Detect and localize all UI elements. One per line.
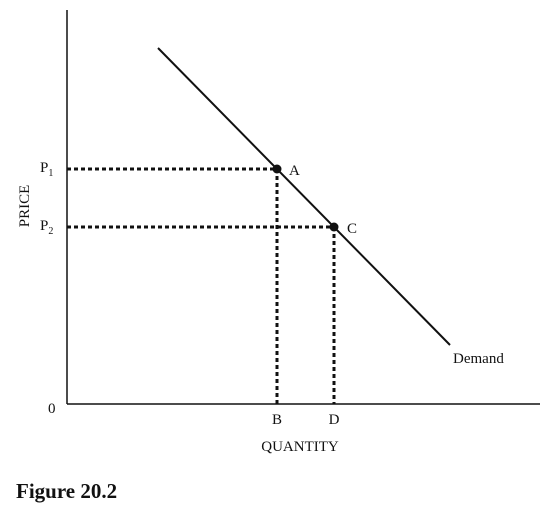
b-label: B xyxy=(272,412,282,428)
origin-label: 0 xyxy=(48,401,56,417)
y-axis-title: PRICE xyxy=(17,185,33,228)
point-a-label: A xyxy=(289,163,300,179)
d-label: D xyxy=(329,412,340,428)
demand-curve xyxy=(157,47,451,346)
p2-label-sub: 2 xyxy=(48,226,53,237)
figure-caption: Figure 20.2 xyxy=(16,479,118,503)
point-c-marker xyxy=(329,222,339,232)
p1-label: P1 xyxy=(40,160,53,179)
demand-label: Demand xyxy=(453,351,504,367)
p1-label-sub: 1 xyxy=(48,168,53,179)
p2-label: P2 xyxy=(40,218,53,237)
point-a-marker xyxy=(272,164,282,174)
p2-label-base: P xyxy=(40,218,48,234)
x-axis-title: QUANTITY xyxy=(261,439,339,455)
p1-label-base: P xyxy=(40,160,48,176)
point-c-label: C xyxy=(347,221,357,237)
